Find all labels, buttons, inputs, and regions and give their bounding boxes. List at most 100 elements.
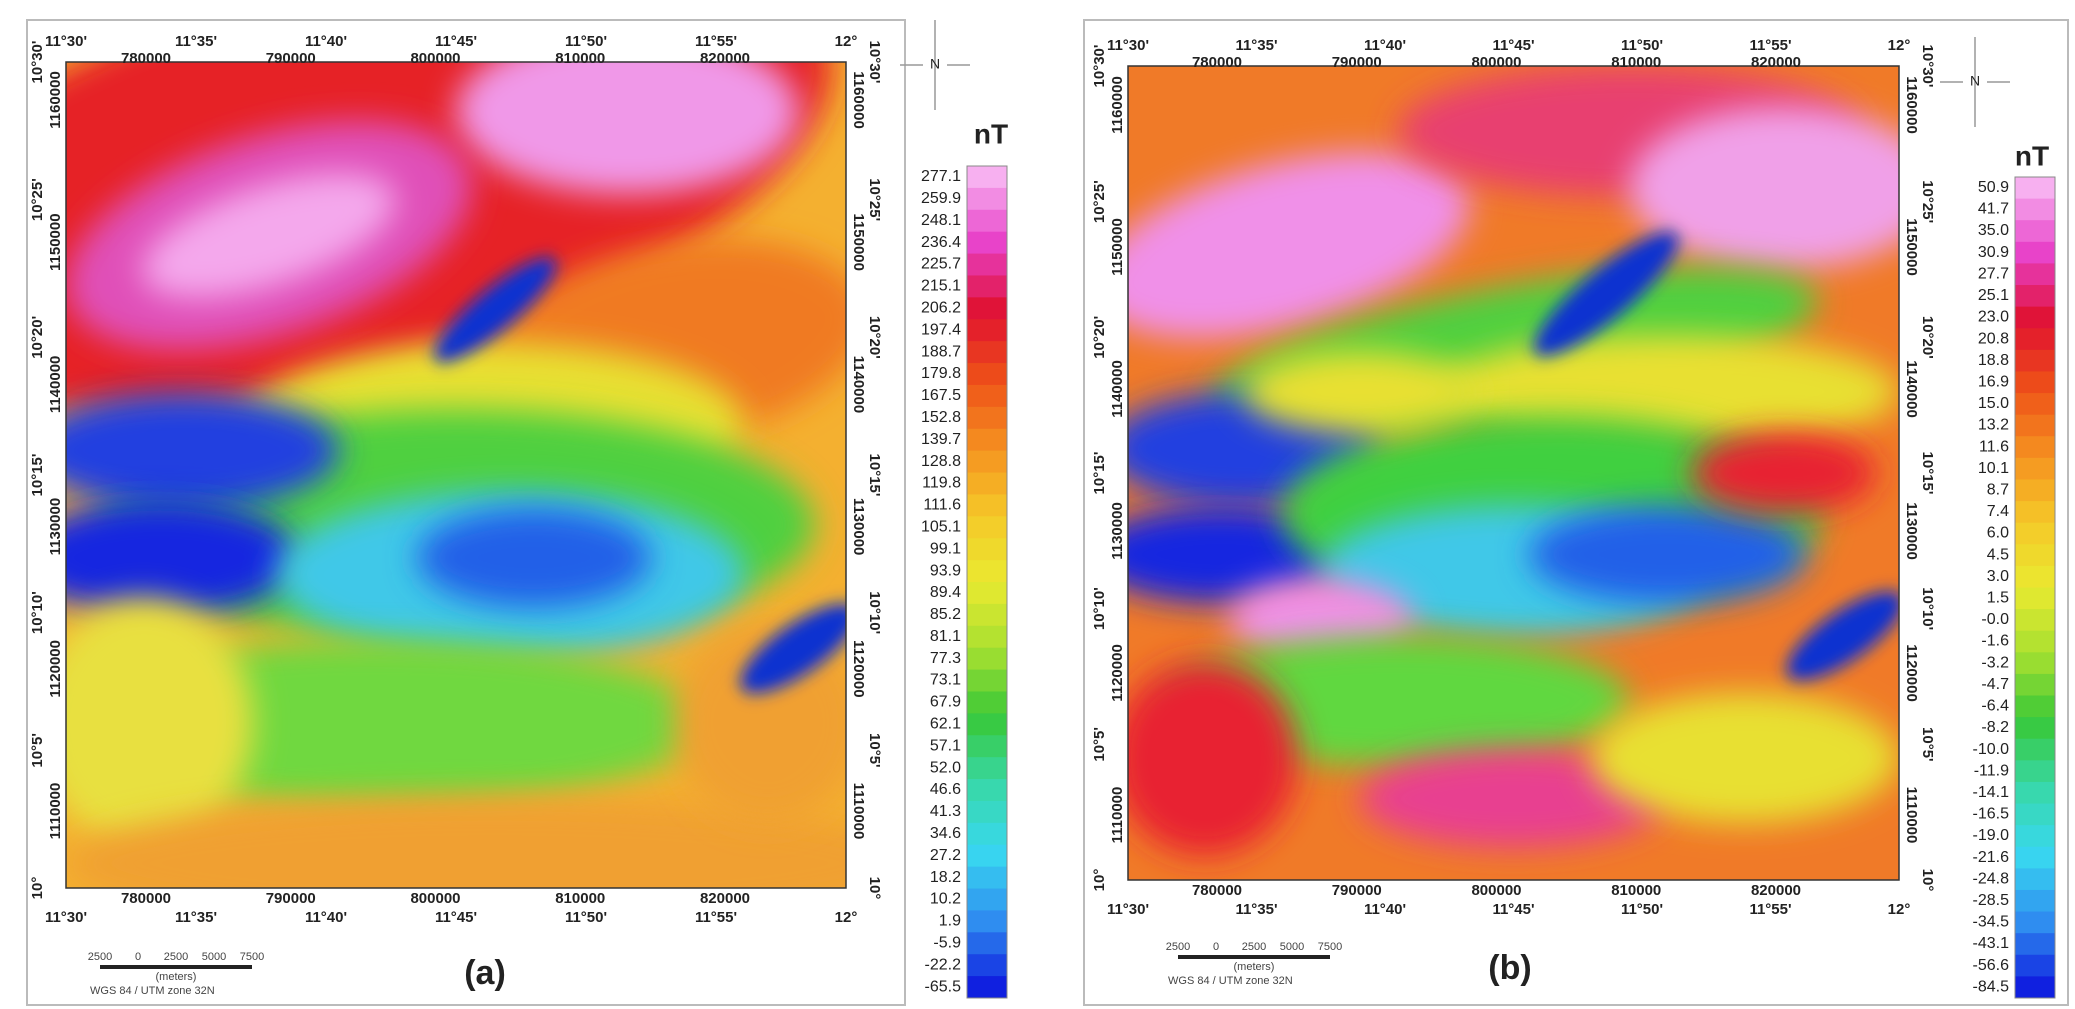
lat-label: 10°15'	[29, 454, 46, 497]
colorbar-label: 52.0	[930, 759, 961, 776]
map-border	[1127, 65, 1900, 881]
lon-label: 12°	[1888, 901, 1911, 918]
colorbar-label: 248.1	[921, 212, 961, 229]
northing-label: 1140000	[850, 356, 867, 414]
colorbar-cell	[967, 976, 1007, 999]
lat-label: 10°	[1919, 869, 1936, 892]
colorbar-label: 206.2	[921, 300, 961, 317]
colorbar-cell	[2015, 738, 2055, 761]
colorbar-label: 41.7	[1978, 201, 2009, 218]
anomaly	[66, 598, 254, 847]
colorbar-label: 11.6	[1979, 438, 2009, 455]
colorbar-label: 10.2	[930, 891, 961, 908]
colorbar-label: 35.0	[1978, 222, 2009, 239]
panel-label: (b)	[1488, 949, 1531, 987]
colorbar-cell	[2015, 652, 2055, 675]
northing-label: 1120000	[850, 640, 867, 698]
colorbar-cell	[2015, 414, 2055, 437]
colorbar-cell	[967, 582, 1007, 605]
easting-label: 780000	[1192, 882, 1242, 899]
colorbar-label: 13.2	[1978, 417, 2009, 434]
lat-label: 10°10'	[1919, 587, 1936, 630]
colorbar-cell	[967, 516, 1007, 539]
colorbar-label: 67.9	[930, 694, 961, 711]
colorbar-cell	[2015, 630, 2055, 653]
lat-label: 10°30'	[866, 41, 883, 84]
lon-label: 11°30'	[1107, 901, 1149, 918]
scale-tick: 2500	[1166, 941, 1190, 953]
colorbar-label: 197.4	[921, 321, 961, 338]
lat-label: 10°30'	[29, 41, 46, 84]
colorbar-cell	[967, 231, 1007, 255]
easting-label: 790000	[266, 890, 316, 907]
colorbar-label: 85.2	[930, 606, 961, 623]
map-border	[65, 61, 847, 889]
colorbar-label: 18.2	[930, 869, 961, 886]
colorbar-cell	[2015, 760, 2055, 783]
colorbar-label: -22.2	[925, 956, 962, 973]
colorbar-label: -28.5	[1973, 892, 2010, 909]
colorbar-border	[966, 165, 1008, 999]
lon-label: 12°	[835, 33, 858, 50]
lon-label: 11°50'	[565, 909, 607, 926]
map-image	[66, 62, 846, 888]
northing-label: 1160000	[850, 71, 867, 129]
easting-label: 790000	[1332, 882, 1382, 899]
lat-label: 10°25'	[866, 178, 883, 221]
northing-label: 1160000	[1903, 76, 1920, 134]
colorbar-cell	[967, 363, 1007, 386]
scale-unit: (meters)	[1234, 961, 1275, 973]
northing-label: 1150000	[850, 213, 867, 271]
colorbar-cell	[2015, 479, 2055, 502]
colorbar-label: 277.1	[921, 168, 961, 185]
colorbar-cell	[2015, 393, 2055, 416]
lon-label: 11°30'	[1107, 37, 1149, 54]
colorbar-label: 111.6	[923, 497, 961, 514]
northing-label: 1150000	[1109, 218, 1126, 276]
scale-tick: 7500	[240, 951, 264, 963]
colorbar-cell	[2015, 933, 2055, 956]
colorbar-cell	[2015, 522, 2055, 545]
colorbar-label: -5.9	[933, 934, 961, 951]
colorbar-label: 3.0	[1987, 568, 2009, 585]
easting-label: 820000	[700, 50, 750, 67]
colorbar-cell	[967, 603, 1007, 627]
lon-label: 11°35'	[1235, 901, 1277, 918]
lon-label: 12°	[835, 909, 858, 926]
colorbar-label: 6.0	[1987, 525, 2009, 542]
lon-label: 11°50'	[1621, 901, 1663, 918]
anomaly	[456, 62, 800, 195]
easting-label: 790000	[266, 50, 316, 67]
colorbar-cell	[2015, 263, 2055, 286]
colorbar-cell	[2015, 285, 2055, 308]
scale-tick: 2500	[88, 951, 112, 963]
north-label: N	[1970, 73, 1980, 89]
colorbar-cell	[2015, 868, 2055, 891]
colorbar-cell	[967, 297, 1007, 320]
colorbar-cell	[967, 625, 1007, 649]
lon-label: 11°40'	[1364, 37, 1406, 54]
lon-label: 11°55'	[695, 33, 737, 50]
easting-label: 810000	[1611, 54, 1661, 71]
colorbar-cell	[967, 844, 1007, 868]
anomaly	[1590, 692, 1899, 824]
colorbar-label: -4.7	[1981, 676, 2009, 693]
colorbar-border	[2014, 176, 2056, 999]
colorbar-cell	[967, 319, 1007, 342]
colorbar-label: 89.4	[930, 584, 961, 601]
colorbar-label: -19.0	[1973, 827, 2010, 844]
lon-label: 11°40'	[305, 33, 347, 50]
colorbar-label: 23.0	[1978, 309, 2009, 326]
lat-label: 10°10'	[866, 591, 883, 634]
colorbar-label: -43.1	[1973, 935, 2010, 952]
easting-label: 810000	[555, 890, 605, 907]
colorbar-label: -8.2	[1981, 719, 2009, 736]
colorbar-label: 1.9	[939, 913, 961, 930]
colorbar-cell	[967, 800, 1007, 824]
northing-label: 1120000	[1903, 644, 1920, 702]
colorbar-label: -56.6	[1973, 957, 2010, 974]
lat-label: 10°5'	[1919, 727, 1936, 762]
colorbar-cell	[2015, 889, 2055, 913]
lon-label: 11°40'	[305, 909, 347, 926]
